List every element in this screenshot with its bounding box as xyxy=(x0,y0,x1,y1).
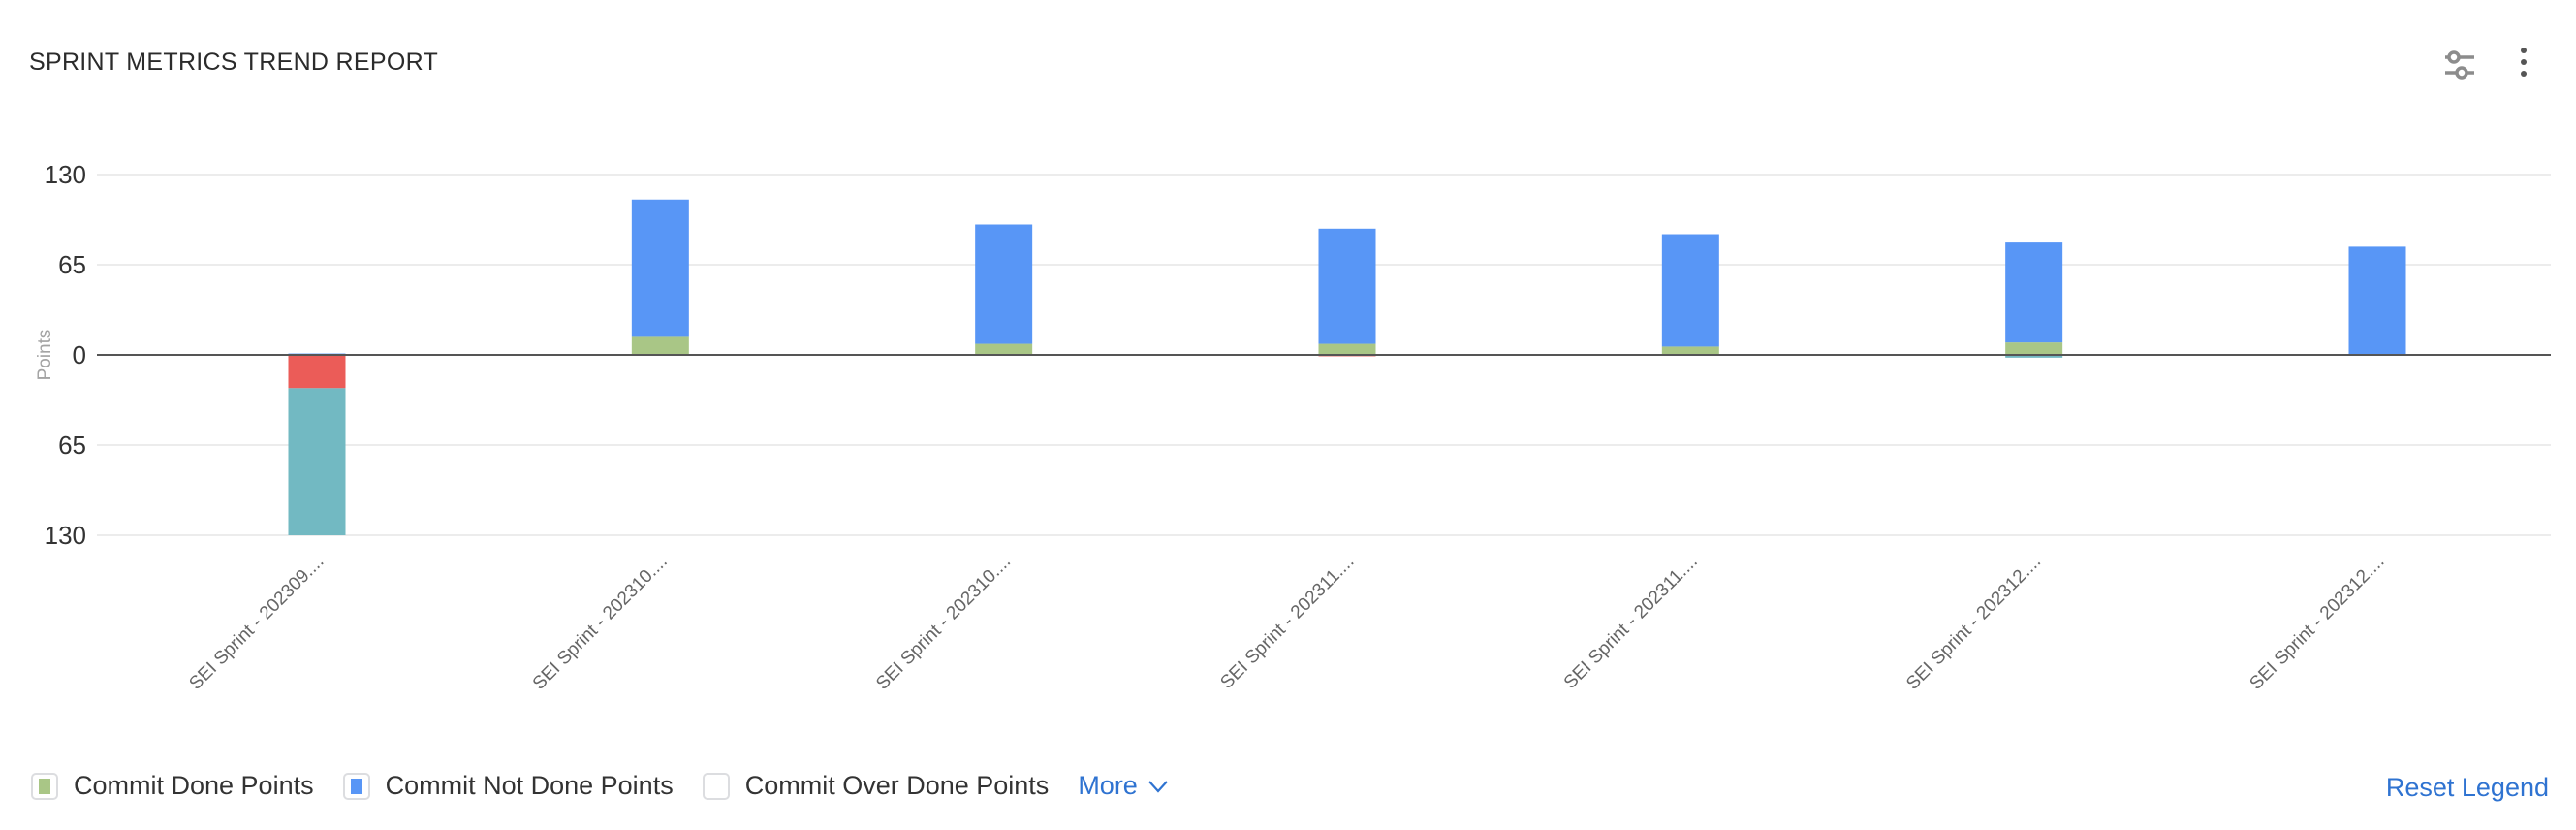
bar-segment[interactable] xyxy=(2005,355,2063,358)
report-title: SPRINT METRICS TREND REPORT xyxy=(29,48,439,76)
x-tick-label: SEI Sprint - 202311.... xyxy=(1560,552,1702,693)
checkbox[interactable] xyxy=(31,772,58,800)
y-tick-label: 130 xyxy=(45,521,86,550)
checkbox[interactable] xyxy=(702,772,730,800)
stacked-bar-chart: 130 65 0 65 130 SEI Sprint - 202309.... SEI S… xyxy=(35,160,2551,694)
bar-segment[interactable] xyxy=(1661,234,1719,347)
bar-segment[interactable] xyxy=(975,224,1033,344)
x-tick-label: SEI Sprint - 202312.... xyxy=(1902,552,2045,694)
bar-segment[interactable] xyxy=(975,343,1033,355)
legend-item-commit-done[interactable]: Commit Done Points xyxy=(31,771,314,801)
swatch xyxy=(39,778,50,794)
legend-label: Commit Done Points xyxy=(74,771,314,800)
bar-segment[interactable] xyxy=(2005,342,2063,355)
legend-item-commit-over-done[interactable]: Commit Over Done Points xyxy=(702,771,1050,801)
y-axis-label: Points xyxy=(35,330,55,381)
bar-segment[interactable] xyxy=(631,336,689,355)
legend: Commit Done Points Commit Not Done Point… xyxy=(31,771,1171,801)
y-tick-label: 65 xyxy=(58,431,86,460)
legend-label: Commit Over Done Points xyxy=(744,771,1050,800)
x-tick-label: SEI Sprint - 202312.... xyxy=(2246,552,2388,694)
legend-item-commit-not-done[interactable]: Commit Not Done Points xyxy=(342,771,674,801)
y-tick-label: 130 xyxy=(45,160,86,189)
x-tick-label: SEI Sprint - 202309.... xyxy=(185,552,328,694)
bar-segment[interactable] xyxy=(2005,242,2063,343)
more-label: More xyxy=(1078,771,1138,800)
chevron-down-icon xyxy=(1148,780,1168,793)
reset-legend-button[interactable]: Reset Legend xyxy=(2385,773,2549,802)
x-tick-label: SEI Sprint - 202310.... xyxy=(872,552,1015,694)
legend-label: Commit Not Done Points xyxy=(385,771,674,800)
bar-segment[interactable] xyxy=(288,355,346,389)
more-vertical-icon[interactable] xyxy=(2502,41,2545,83)
x-tick-label: SEI Sprint - 202310.... xyxy=(529,552,672,694)
bar-segment[interactable] xyxy=(1661,346,1719,355)
x-tick-label: SEI Sprint - 202311.... xyxy=(1216,552,1358,693)
bar-segment[interactable] xyxy=(288,388,346,535)
swatch xyxy=(350,778,362,794)
bar-segment[interactable] xyxy=(2348,246,2406,355)
more-button[interactable]: More xyxy=(1078,771,1171,801)
sliders-icon[interactable] xyxy=(2437,41,2480,83)
bar-segment[interactable] xyxy=(1318,228,1376,344)
checkbox[interactable] xyxy=(342,772,370,800)
y-tick-label: 0 xyxy=(73,340,86,369)
bar-segment[interactable] xyxy=(1318,343,1376,355)
bar-segment[interactable] xyxy=(631,199,689,337)
y-tick-label: 65 xyxy=(58,250,86,279)
